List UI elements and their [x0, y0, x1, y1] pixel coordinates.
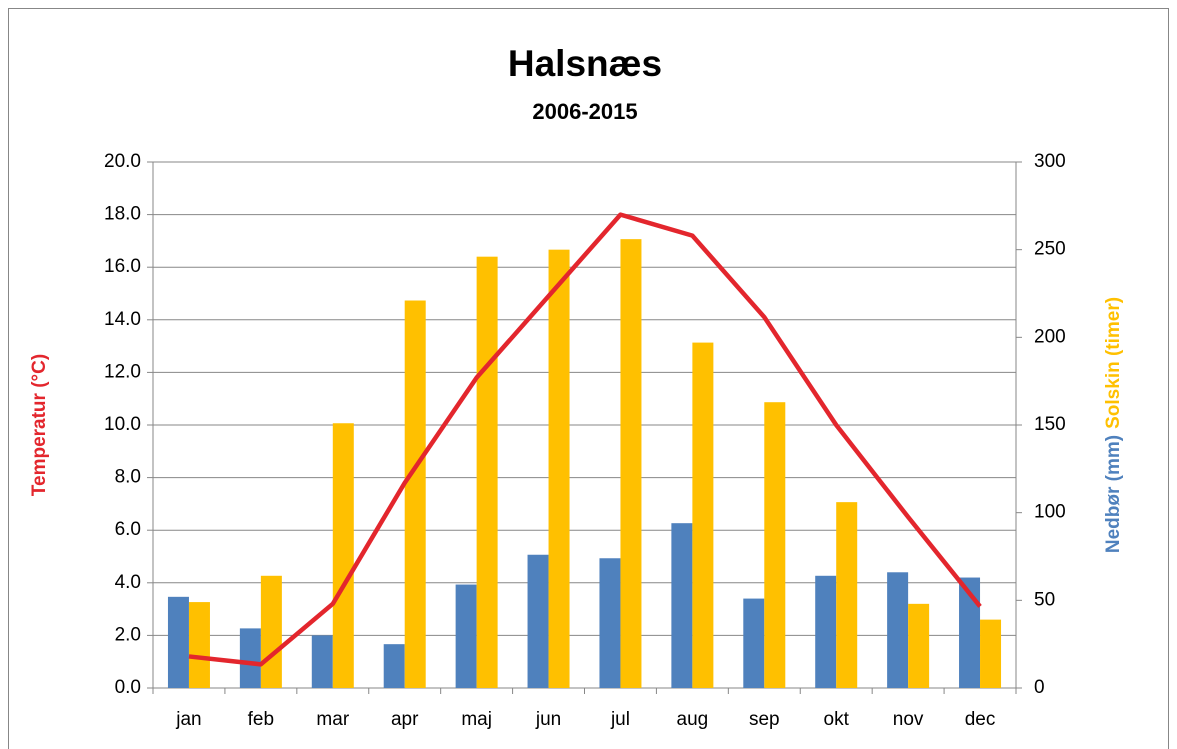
y2-tick-label: 250: [1034, 239, 1066, 260]
bar: [836, 502, 858, 688]
bar: [239, 628, 261, 688]
y2-label-part: Solskin (timer): [1103, 297, 1124, 429]
bar: [764, 402, 786, 688]
bar: [455, 584, 477, 688]
bar: [620, 239, 642, 688]
x-tick-label: maj: [461, 709, 492, 730]
x-tick-label: apr: [391, 709, 419, 730]
bar: [311, 635, 333, 688]
y-tick-label: 6.0: [115, 519, 141, 540]
y2-tick-label: 150: [1034, 414, 1066, 435]
bar: [476, 256, 498, 688]
y2-tick-label: 0: [1034, 677, 1045, 698]
y-tick-label: 20.0: [104, 151, 141, 172]
bar: [908, 603, 930, 688]
y2-tick-label: 50: [1034, 589, 1055, 610]
bar: [959, 577, 981, 688]
y-tick-label: 0.0: [115, 677, 141, 698]
y2-tick-label: 100: [1034, 502, 1066, 523]
x-tick-label: aug: [677, 709, 709, 730]
x-tick-label: jul: [610, 709, 630, 730]
bar: [383, 644, 405, 688]
y2-tick-label: 300: [1034, 151, 1066, 172]
y-tick-label: 8.0: [115, 467, 141, 488]
y-tick-label: 4.0: [115, 572, 141, 593]
y-tick-label: 16.0: [104, 256, 141, 277]
x-tick-label: okt: [824, 709, 850, 730]
bar: [332, 423, 354, 688]
x-tick-label: nov: [893, 709, 924, 730]
y-tick-label: 18.0: [104, 204, 141, 225]
bar: [692, 342, 714, 688]
x-tick-label: feb: [248, 709, 274, 730]
line: [188, 212, 982, 667]
x-tick-label: jan: [175, 709, 201, 730]
y-tick-label: 2.0: [115, 624, 141, 645]
bar: [815, 575, 837, 688]
y-tick-label: 10.0: [104, 414, 141, 435]
x-tick-label: dec: [965, 709, 996, 730]
bar: [404, 300, 426, 688]
bar: [671, 523, 693, 688]
chart-subtitle: 2006-2015: [532, 99, 637, 124]
bar: [260, 575, 282, 688]
x-tick-label: mar: [316, 709, 349, 730]
bar: [980, 619, 1002, 688]
bar: [887, 572, 909, 688]
y-tick-label: 12.0: [104, 361, 141, 382]
bar: [548, 249, 570, 688]
bar: [188, 602, 210, 688]
y2-tick-label: 200: [1034, 326, 1066, 347]
x-tick-label: sep: [749, 709, 780, 730]
y2-label-part: Nedbør (mm): [1103, 435, 1124, 553]
y-tick-label: 14.0: [104, 309, 141, 330]
chart-title: Halsnæs: [508, 43, 662, 84]
bar: [527, 554, 549, 688]
x-tick-label: jun: [535, 709, 561, 730]
y2-axis-label: Nedbør (mm) Solskin (timer): [1103, 297, 1124, 553]
bar: [599, 558, 621, 688]
y-axis-label: Temperatur (°C): [29, 354, 50, 496]
bar: [743, 598, 765, 688]
bar: [167, 596, 189, 688]
